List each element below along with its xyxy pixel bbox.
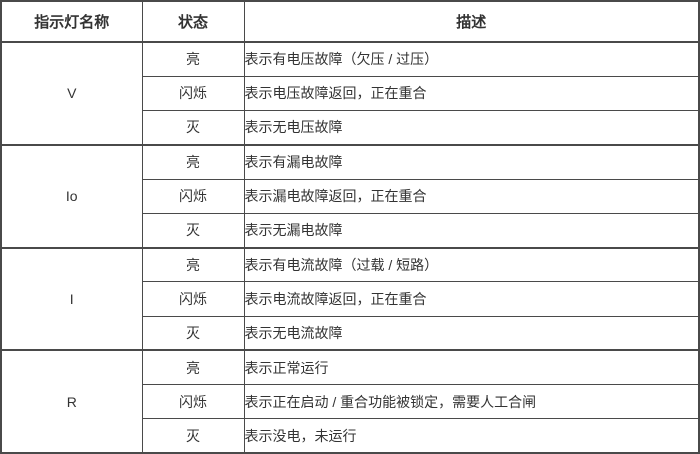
table-row: 灭 表示无漏电故障 <box>1 212 700 249</box>
description-cell: 表示电压故障返回，正在重合 <box>243 75 700 112</box>
state-cell: 闪烁 <box>141 281 245 317</box>
table-row: Io 亮 表示有漏电故障 <box>0 143 700 248</box>
state-cell: 灭 <box>141 315 245 351</box>
state-cell: 闪烁 <box>141 75 245 112</box>
header-state: 状态 <box>141 0 245 43</box>
table-row: 灭 表示无电压故障 <box>1 109 700 146</box>
description-cell: 表示正常运行 <box>243 349 700 386</box>
state-cell: 灭 <box>141 109 245 146</box>
indicator-name-cell: V <box>0 41 143 146</box>
table-row: 灭 表示没电，未运行 <box>1 418 700 454</box>
header-indicator-name: 指示灯名称 <box>0 0 143 43</box>
description-cell: 表示正在启动 / 重合功能被锁定，需要人工合闸 <box>243 383 700 420</box>
table-row: 闪烁 表示漏电故障返回，正在重合 <box>1 178 700 214</box>
header-description: 描述 <box>243 0 700 43</box>
description-cell: 表示无漏电故障 <box>243 212 700 249</box>
state-cell: 灭 <box>141 212 245 249</box>
indicator-name-cell: I <box>0 246 143 351</box>
header-row: 指示灯名称 状态 描述 <box>0 0 700 43</box>
table-row: 闪烁 表示电压故障返回，正在重合 <box>1 75 700 112</box>
state-cell: 闪烁 <box>141 383 245 420</box>
description-cell: 表示有漏电故障 <box>243 143 700 180</box>
description-cell: 表示电流故障返回，正在重合 <box>243 281 700 317</box>
table-row: 闪烁 表示正在启动 / 重合功能被锁定，需要人工合闸 <box>1 383 700 420</box>
description-cell: 表示漏电故障返回，正在重合 <box>243 178 700 214</box>
state-cell: 亮 <box>141 349 245 386</box>
state-cell: 亮 <box>141 143 245 180</box>
table-row: I 亮 表示有电流故障（过载 / 短路） <box>0 246 700 351</box>
description-cell: 表示有电流故障（过载 / 短路） <box>243 246 700 283</box>
table-row: 闪烁 表示电流故障返回，正在重合 <box>1 281 700 317</box>
indicator-name-cell: Io <box>0 143 143 248</box>
state-cell: 闪烁 <box>141 178 245 214</box>
indicator-name-cell: R <box>0 349 143 454</box>
description-cell: 表示无电压故障 <box>243 109 700 146</box>
state-cell: 灭 <box>141 418 245 454</box>
description-cell: 表示没电，未运行 <box>243 418 700 454</box>
state-cell: 亮 <box>141 246 245 283</box>
state-cell: 亮 <box>141 40 245 77</box>
table-row: R 亮 表示正常运行 <box>0 349 700 454</box>
table-row: V 亮 表示有电压故障（欠压 / 过压） <box>0 40 700 146</box>
description-cell: 表示有电压故障（欠压 / 过压） <box>243 40 700 77</box>
description-cell: 表示无电流故障 <box>243 315 700 351</box>
table-row: 灭 表示无电流故障 <box>1 315 700 351</box>
